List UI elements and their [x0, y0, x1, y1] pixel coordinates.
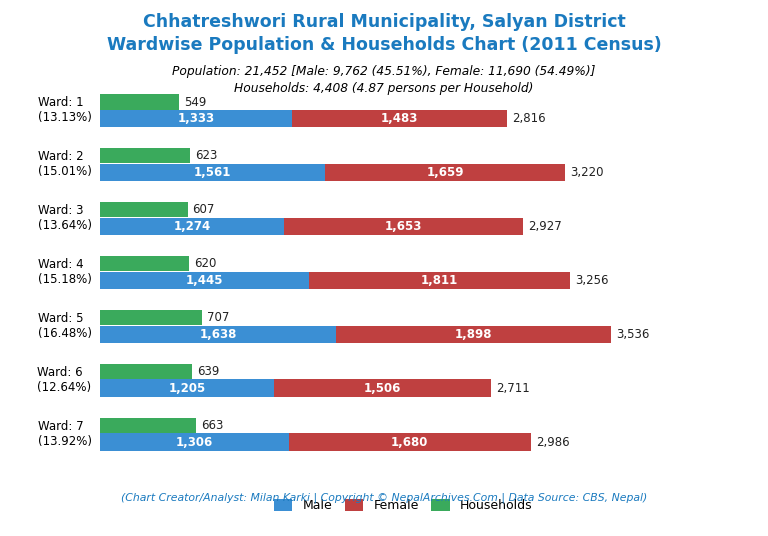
Text: 1,306: 1,306 [176, 436, 213, 449]
Text: 3,256: 3,256 [575, 274, 609, 287]
Text: 3,536: 3,536 [616, 327, 649, 341]
Text: Population: 21,452 [Male: 9,762 (45.51%), Female: 11,690 (54.49%)]
Households: 4: Population: 21,452 [Male: 9,762 (45.51%)… [172, 65, 596, 95]
Text: 620: 620 [194, 257, 217, 270]
Text: 549: 549 [184, 95, 207, 108]
Bar [309, 272, 570, 289]
Text: (Chart Creator/Analyst: Milan Karki | Copyright © NepalArchives.Com | Data Sourc: (Chart Creator/Analyst: Milan Karki | Co… [121, 492, 647, 503]
Bar [100, 418, 196, 433]
Bar [336, 325, 611, 343]
Text: 1,898: 1,898 [455, 327, 492, 341]
Text: 1,333: 1,333 [177, 112, 215, 125]
Text: 623: 623 [195, 150, 217, 162]
Bar [100, 310, 202, 325]
Text: 2,711: 2,711 [497, 382, 530, 394]
Text: 1,506: 1,506 [364, 382, 402, 394]
Text: 1,445: 1,445 [185, 274, 223, 287]
Bar [100, 148, 190, 163]
Bar [100, 434, 289, 451]
Bar [100, 272, 309, 289]
Text: 1,274: 1,274 [174, 220, 210, 233]
Text: 2,986: 2,986 [536, 436, 570, 449]
Bar [293, 110, 507, 127]
Text: 1,680: 1,680 [391, 436, 429, 449]
Text: Chhatreshwori Rural Municipality, Salyan District
Wardwise Population & Househol: Chhatreshwori Rural Municipality, Salyan… [107, 13, 661, 54]
Legend: Male, Female, Households: Male, Female, Households [269, 494, 538, 517]
Text: 663: 663 [200, 419, 223, 432]
Bar [100, 379, 274, 397]
Bar [100, 218, 284, 235]
Text: 2,816: 2,816 [511, 112, 545, 125]
Text: 1,811: 1,811 [421, 274, 458, 287]
Text: 707: 707 [207, 311, 230, 324]
Text: 1,638: 1,638 [200, 327, 237, 341]
Text: 639: 639 [197, 365, 220, 378]
Text: 3,220: 3,220 [570, 166, 604, 179]
Bar [274, 379, 492, 397]
Bar [100, 364, 192, 379]
Text: 1,659: 1,659 [426, 166, 464, 179]
Bar [289, 434, 531, 451]
Bar [100, 256, 190, 271]
Bar [100, 202, 187, 218]
Bar [326, 164, 565, 181]
Bar [284, 218, 523, 235]
Text: 1,561: 1,561 [194, 166, 231, 179]
Text: 1,205: 1,205 [168, 382, 206, 394]
Bar [100, 110, 293, 127]
Bar [100, 94, 179, 109]
Text: 2,927: 2,927 [528, 220, 561, 233]
Text: 1,483: 1,483 [381, 112, 419, 125]
Text: 1,653: 1,653 [385, 220, 422, 233]
Text: 607: 607 [193, 203, 215, 217]
Bar [100, 325, 336, 343]
Bar [100, 164, 326, 181]
